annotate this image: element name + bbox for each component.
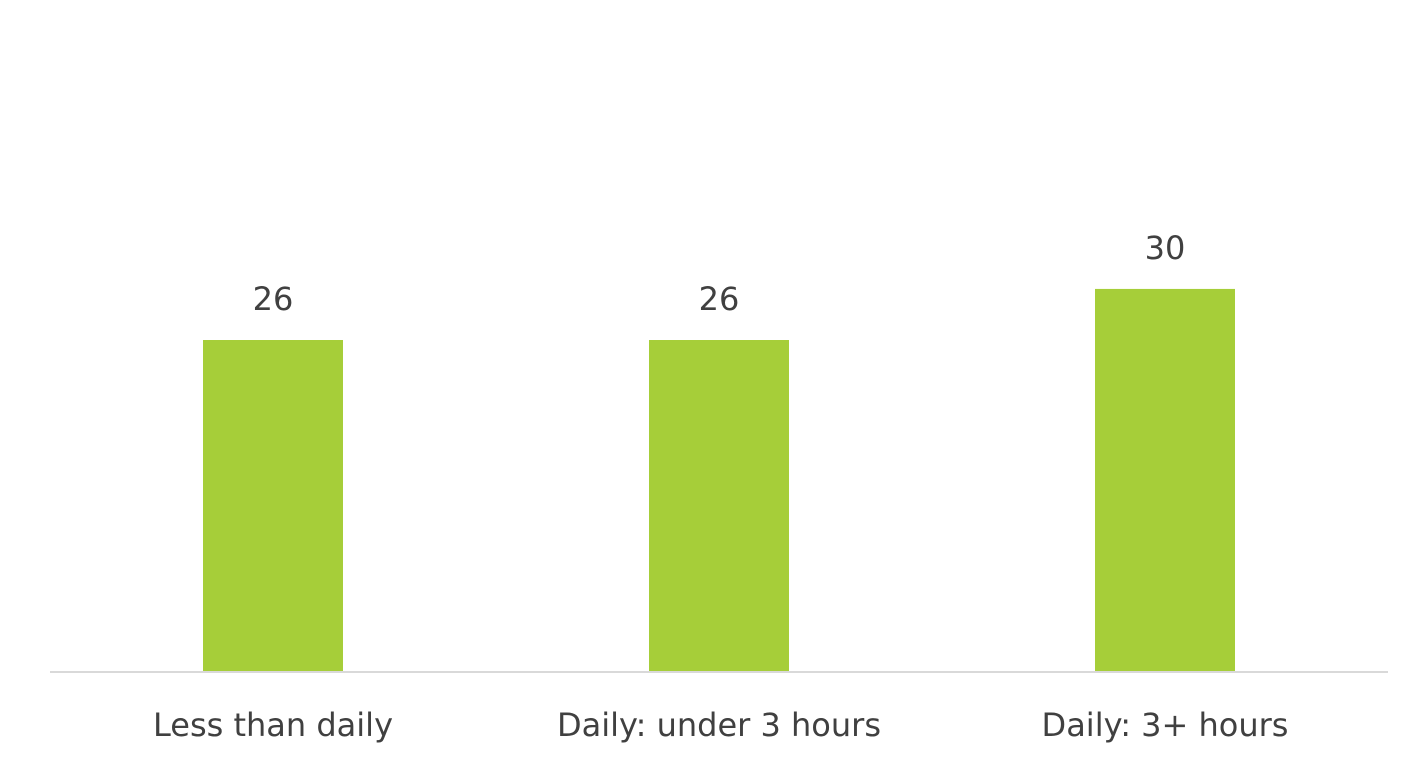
x-tick-label: Daily: 3+ hours: [1042, 706, 1289, 744]
bar-value-label: 26: [699, 280, 740, 318]
value-labels-group: 26 26 30: [253, 229, 1186, 318]
bar-value-label: 30: [1145, 229, 1186, 267]
bars-group: [203, 288, 1235, 672]
x-tick-label: Less than daily: [153, 706, 393, 744]
bar-value-label: 26: [253, 280, 294, 318]
bar: [649, 340, 789, 672]
x-tick-label: Daily: under 3 hours: [557, 706, 881, 744]
bar: [1095, 288, 1235, 672]
x-tick-labels-group: Less than daily Daily: under 3 hours Daily…: [153, 706, 1288, 744]
bar: [203, 340, 343, 672]
